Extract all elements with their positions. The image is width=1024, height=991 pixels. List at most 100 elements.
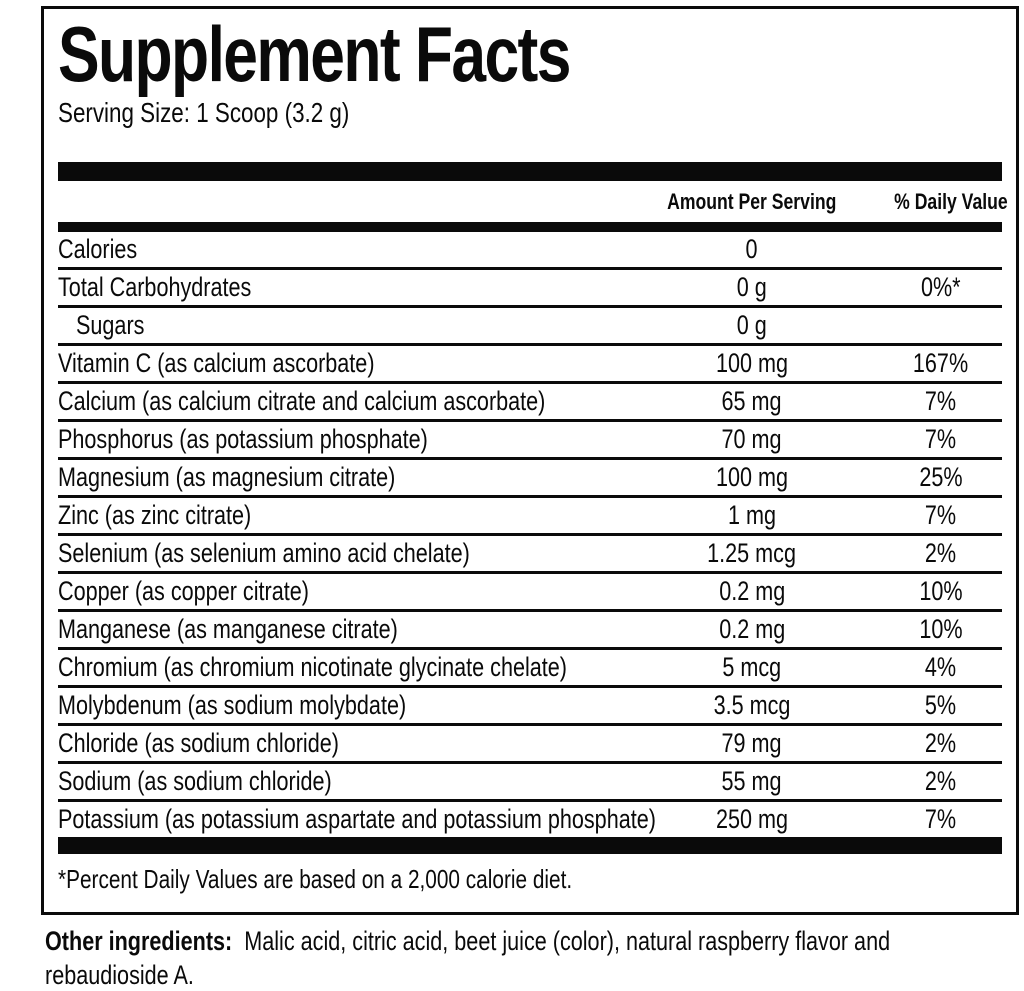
nutrient-daily-value — [880, 234, 1002, 265]
column-amount-header-text: Amount Per Serving — [667, 188, 837, 214]
table-row: Sodium (as sodium chloride) 55 mg 2% — [58, 764, 1002, 802]
nutrition-table: Calories 0 Total Carbohydrates 0 g 0%* S… — [58, 232, 1002, 837]
nutrient-name-text: Chloride (as sodium chloride) — [58, 728, 339, 758]
nutrient-name: Chromium (as chromium nicotinate glycina… — [58, 652, 624, 683]
nutrient-daily-value-text: 7% — [925, 804, 957, 834]
nutrient-daily-value: 10% — [880, 576, 1002, 607]
nutrient-amount: 3.5 mcg — [624, 690, 880, 721]
nutrient-name-text: Copper (as copper citrate) — [58, 576, 309, 606]
other-ingredients-label: Other ingredients: — [45, 926, 233, 956]
nutrient-daily-value-text: 10% — [919, 614, 963, 644]
nutrient-name: Sodium (as sodium chloride) — [58, 766, 624, 797]
nutrient-name-text: Manganese (as manganese citrate) — [58, 614, 398, 644]
footer-rule-thick — [58, 837, 1002, 854]
nutrient-amount: 1 mg — [624, 500, 880, 531]
nutrient-name: Manganese (as manganese citrate) — [58, 614, 624, 645]
nutrient-amount-text: 0.2 mg — [718, 614, 786, 644]
nutrient-name: Vitamin C (as calcium ascorbate) — [58, 348, 624, 379]
nutrient-name-text: Zinc (as zinc citrate) — [58, 500, 252, 530]
table-row: Magnesium (as magnesium citrate) 100 mg … — [58, 460, 1002, 498]
nutrient-daily-value-text: 7% — [925, 424, 957, 454]
nutrient-amount-text: 65 mg — [721, 386, 783, 416]
nutrient-name: Molybdenum (as sodium molybdate) — [58, 690, 624, 721]
nutrient-name: Sugars — [58, 310, 624, 341]
nutrient-daily-value: 4% — [880, 652, 1002, 683]
nutrient-daily-value: 2% — [880, 728, 1002, 759]
nutrient-name-text: Calories — [58, 234, 138, 264]
table-row: Molybdenum (as sodium molybdate) 3.5 mcg… — [58, 688, 1002, 726]
nutrient-daily-value-text: 2% — [925, 728, 957, 758]
nutrient-name-text: Vitamin C (as calcium ascorbate) — [58, 348, 375, 378]
table-row: Zinc (as zinc citrate) 1 mg 7% — [58, 498, 1002, 536]
nutrient-amount-text: 5 mcg — [722, 652, 782, 682]
nutrient-amount-text: 250 mg — [715, 804, 789, 834]
nutrient-amount: 55 mg — [624, 766, 880, 797]
nutrient-amount-text: 100 mg — [715, 462, 789, 492]
nutrient-name-text: Total Carbohydrates — [58, 272, 252, 302]
nutrient-amount: 70 mg — [624, 424, 880, 455]
nutrient-name-text: Chromium (as chromium nicotinate glycina… — [58, 652, 568, 682]
column-amount-header: Amount Per Serving — [624, 189, 880, 215]
nutrient-daily-value-text: 5% — [925, 690, 957, 720]
column-daily-value-header-text: % Daily Value — [894, 188, 1008, 214]
nutrient-daily-value-text: 25% — [919, 462, 963, 492]
table-row: Potassium (as potassium aspartate and po… — [58, 802, 1002, 837]
serving-size-text: Serving Size: 1 Scoop (3.2 g) — [58, 97, 350, 128]
table-row: Copper (as copper citrate) 0.2 mg 10% — [58, 574, 1002, 612]
nutrient-name: Chloride (as sodium chloride) — [58, 728, 624, 759]
table-row: Calories 0 — [58, 232, 1002, 270]
nutrient-amount-text: 79 mg — [721, 728, 783, 758]
nutrient-daily-value: 25% — [880, 462, 1002, 493]
nutrient-amount: 0 — [624, 234, 880, 265]
nutrient-daily-value-text: 7% — [925, 386, 957, 416]
nutrient-name-text: Phosphorus (as potassium phosphate) — [58, 424, 428, 454]
nutrient-daily-value-text: 0%* — [921, 272, 961, 302]
nutrient-name-text: Molybdenum (as sodium molybdate) — [58, 690, 407, 720]
table-row: Selenium (as selenium amino acid chelate… — [58, 536, 1002, 574]
table-row: Calcium (as calcium citrate and calcium … — [58, 384, 1002, 422]
nutrient-amount-text: 0 g — [736, 272, 768, 302]
nutrient-daily-value — [880, 310, 1002, 341]
nutrient-amount: 0 g — [624, 310, 880, 341]
header-rule-medium — [58, 222, 1002, 232]
nutrient-daily-value-text: 2% — [925, 538, 957, 568]
nutrient-amount-text: 100 mg — [715, 348, 789, 378]
header-rule-thick — [58, 162, 1002, 181]
other-ingredients-text2: rebaudioside A. — [45, 960, 194, 990]
nutrient-amount-text: 70 mg — [721, 424, 783, 454]
nutrient-name-text: Sugars — [76, 310, 145, 340]
nutrient-name: Total Carbohydrates — [58, 272, 624, 303]
nutrient-name: Phosphorus (as potassium phosphate) — [58, 424, 624, 455]
table-header: Amount Per Serving % Daily Value — [58, 181, 1007, 222]
serving-size: Serving Size: 1 Scoop (3.2 g) — [58, 95, 1002, 130]
table-row: Sugars 0 g — [58, 308, 1002, 346]
nutrient-name-text: Sodium (as sodium chloride) — [58, 766, 332, 796]
nutrient-amount-text: 3.5 mcg — [713, 690, 791, 720]
nutrient-daily-value: 7% — [880, 804, 1002, 835]
table-row: Chloride (as sodium chloride) 79 mg 2% — [58, 726, 1002, 764]
nutrient-amount-text: 0 — [745, 234, 759, 264]
nutrient-amount: 0.2 mg — [624, 576, 880, 607]
nutrient-daily-value: 5% — [880, 690, 1002, 721]
nutrient-daily-value: 7% — [880, 500, 1002, 531]
nutrient-amount: 79 mg — [624, 728, 880, 759]
nutrient-amount-text: 0 g — [736, 310, 768, 340]
nutrient-amount-text: 1 mg — [727, 500, 777, 530]
page-title-text: Supplement Facts — [58, 10, 571, 98]
nutrient-daily-value: 2% — [880, 538, 1002, 569]
nutrient-daily-value-text: 7% — [925, 500, 957, 530]
nutrient-name: Selenium (as selenium amino acid chelate… — [58, 538, 624, 569]
nutrient-daily-value: 167% — [880, 348, 1002, 379]
nutrient-amount-text: 0.2 mg — [718, 576, 786, 606]
table-row: Total Carbohydrates 0 g 0%* — [58, 270, 1002, 308]
footnote: *Percent Daily Values are based on a 2,0… — [58, 863, 1002, 895]
nutrient-amount-text: 1.25 mcg — [707, 538, 797, 568]
nutrient-amount: 5 mcg — [624, 652, 880, 683]
nutrient-daily-value: 2% — [880, 766, 1002, 797]
supplement-facts-panel: Supplement Facts Serving Size: 1 Scoop (… — [41, 6, 1019, 915]
footnote-text: *Percent Daily Values are based on a 2,0… — [58, 864, 573, 894]
page-title: Supplement Facts — [58, 15, 1002, 93]
other-ingredients-line1: Other ingredients: Malic acid, citric ac… — [45, 924, 1011, 958]
nutrient-name: Calcium (as calcium citrate and calcium … — [58, 386, 624, 417]
